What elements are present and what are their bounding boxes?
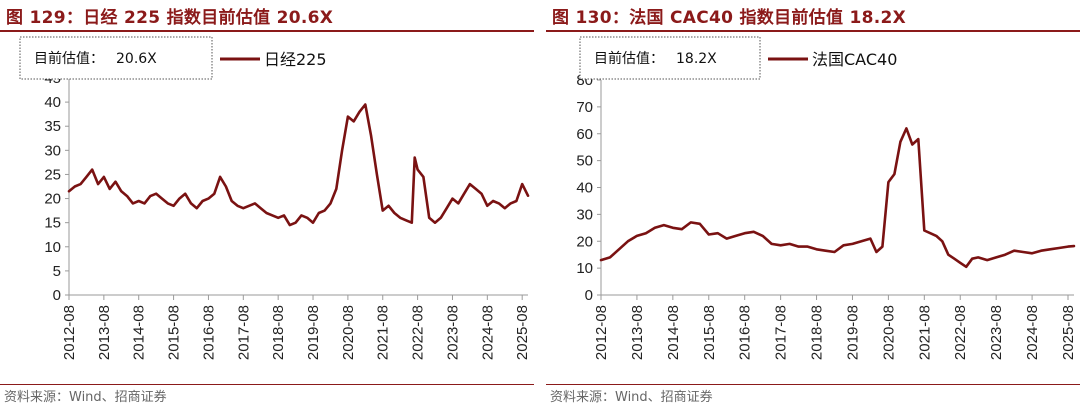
bottom-rule [0, 384, 534, 385]
x-tick-label: 2018-08 [809, 305, 826, 360]
source-note: 资料来源：Wind、招商证券 [550, 390, 713, 405]
x-tick-label: 2023-08 [444, 305, 461, 360]
x-tick-label: 2018-08 [270, 305, 287, 360]
x-tick-label: 2016-08 [200, 305, 217, 360]
y-tick-label: 60 [576, 126, 593, 143]
x-tick-label: 2022-08 [410, 305, 427, 360]
y-tick-label: 0 [585, 287, 593, 304]
x-tick-label: 2019-08 [844, 305, 861, 360]
y-tick-label: 0 [53, 287, 61, 304]
legend-label: 法国CAC40 [812, 50, 897, 69]
x-tick-label: 2014-08 [131, 305, 148, 360]
x-tick-label: 2020-08 [880, 305, 897, 360]
y-tick-label: 40 [576, 180, 593, 197]
title-rule [0, 30, 534, 32]
y-tick-label: 40 [44, 94, 61, 111]
x-tick-label: 2024-08 [479, 305, 496, 360]
x-tick-label: 2017-08 [235, 305, 252, 360]
x-tick-label: 2019-08 [305, 305, 322, 360]
y-tick-label: 10 [576, 260, 593, 277]
y-tick-label: 20 [576, 233, 593, 250]
x-tick-label: 2023-08 [988, 305, 1005, 360]
title-rule [546, 30, 1080, 32]
y-tick-label: 30 [576, 206, 593, 223]
valuation-annotation: 目前估值： 20.6X [19, 36, 213, 80]
x-tick-label: 2015-08 [701, 305, 718, 360]
y-tick-label: 5 [53, 263, 61, 280]
series-line [67, 103, 530, 227]
chart-panel-cac40: 图 130：法国 CAC40 指数目前估值 18.2X 0 10 20 30 40 50 6… [546, 0, 1080, 410]
annotation-box [19, 36, 213, 80]
y-tick-label: 35 [44, 118, 61, 135]
x-tick-label: 2016-08 [737, 305, 754, 360]
x-tick-label: 2022-08 [952, 305, 969, 360]
legend-label: 日经225 [264, 50, 327, 69]
y-tick-label: 50 [576, 153, 593, 170]
y-tick-label: 25 [44, 166, 61, 183]
bottom-rule [546, 384, 1080, 385]
x-tick-label: 2025-08 [1060, 305, 1077, 360]
x-tick-label: 2013-08 [96, 305, 113, 360]
x-tick-label: 2020-08 [340, 305, 357, 360]
y-tick-label: 10 [44, 239, 61, 256]
series-line [599, 127, 1076, 269]
x-tick-label: 2025-08 [514, 305, 531, 360]
x-tick-label: 2015-08 [166, 305, 183, 360]
x-tick-label: 2013-08 [629, 305, 646, 360]
chart-panel-nikkei: 图 129：日经 225 指数目前估值 20.6X 0 5 10 15 20 25 30 35… [0, 0, 534, 410]
annotation-value: 18.2X [676, 51, 717, 67]
valuation-annotation: 目前估值： 18.2X [579, 36, 761, 80]
x-tick-label: 2017-08 [773, 305, 790, 360]
y-tick-label: 20 [44, 191, 61, 208]
x-tick-label: 2012-08 [593, 305, 610, 360]
nikkei-line-chart: 0510152025303540452012-082013-082014-082… [19, 36, 531, 360]
y-tick-label: 30 [44, 142, 61, 159]
x-tick-label: 2012-08 [61, 305, 78, 360]
x-tick-label: 2021-08 [375, 305, 392, 360]
y-tick-label: 70 [576, 99, 593, 116]
annotation-value: 20.6X [116, 51, 157, 67]
x-tick-label: 2024-08 [1024, 305, 1041, 360]
x-tick-label: 2021-08 [916, 305, 933, 360]
annotation-label: 目前估值： [594, 50, 664, 67]
source-note: 资料来源：Wind、招商证券 [4, 390, 167, 405]
figure-title: 图 130：法国 CAC40 指数目前估值 18.2X [552, 8, 907, 28]
figure-title: 图 129：日经 225 指数目前估值 20.6X [6, 8, 334, 28]
annotation-label: 目前估值： [34, 50, 104, 67]
annotation-box [579, 36, 761, 80]
x-tick-label: 2014-08 [665, 305, 682, 360]
y-tick-label: 15 [44, 215, 61, 232]
